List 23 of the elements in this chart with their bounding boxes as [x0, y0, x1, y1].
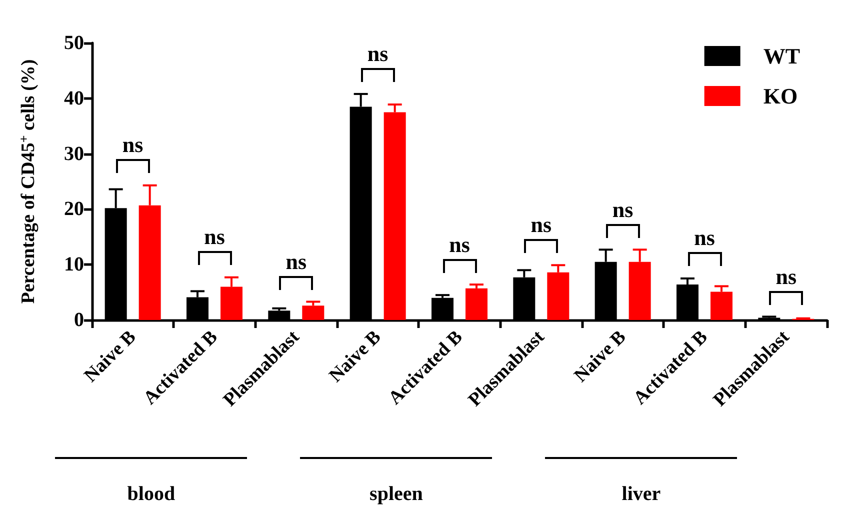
- annotation: ns: [611, 196, 634, 222]
- y-tick-label: 0: [74, 309, 84, 331]
- annotation: ns: [774, 264, 798, 289]
- annotation: ns: [203, 224, 226, 250]
- legend-label: KO: [763, 84, 798, 108]
- y-axis-title: Percentage of CD45+ cells (%): [16, 59, 39, 304]
- text: spleen: [368, 483, 424, 505]
- text: liver: [620, 483, 662, 505]
- y-tick-label: 30: [64, 142, 84, 165]
- annotation: ns: [448, 232, 471, 257]
- annotation: ns: [530, 212, 553, 238]
- y-tick-label: 20: [64, 198, 84, 220]
- bar: [466, 288, 488, 320]
- annotation: ns: [121, 132, 144, 158]
- legend-label: WT: [763, 44, 800, 68]
- y-tick-label: 40: [64, 87, 84, 110]
- y-tick-label: 50: [64, 32, 84, 54]
- annotation: ns: [693, 225, 716, 250]
- annotation: ns: [366, 40, 390, 66]
- y-tick-label: 10: [64, 254, 84, 276]
- bar: [302, 306, 324, 320]
- annotation: ns: [284, 248, 308, 274]
- text: blood: [126, 483, 176, 505]
